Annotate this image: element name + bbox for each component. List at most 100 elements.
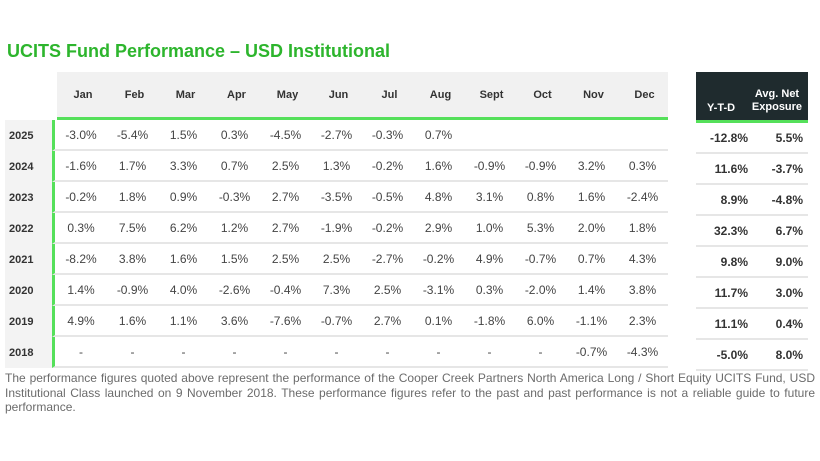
- ytd-value: 32.3%: [713, 223, 748, 238]
- table-row: 2020 1.4% -0.9% 4.0% -2.6% -0.4% 7.3% 2.5% -3.1%…: [5, 275, 668, 306]
- month-value-cell: -0.9%: [524, 158, 557, 173]
- month-value-cell: -0.2%: [371, 220, 404, 235]
- month-value-cell: -: [232, 344, 237, 359]
- month-value-cell: -2.7%: [371, 251, 404, 266]
- month-value-cell: -: [130, 344, 135, 359]
- month-value-cell: 0.9%: [169, 189, 198, 204]
- month-values: -0.2% 1.8% 0.9% -0.3% 2.7% -3.5% -0.5% 4.8% 3.1%…: [52, 182, 668, 213]
- month-value-cell: -2.4%: [626, 189, 659, 204]
- table-row: 2025 -3.0% -5.4% 1.5% 0.3% -4.5% -2.7% -0.3% 0.7…: [5, 120, 668, 151]
- exposure-value: -4.8%: [771, 192, 803, 207]
- month-values: 1.4% -0.9% 4.0% -2.6% -0.4% 7.3% 2.5% -3.1% 0.3%…: [52, 275, 668, 306]
- month-value-cell: 2.5%: [322, 251, 351, 266]
- month-value-cell: -1.6%: [65, 158, 97, 173]
- month-values: - - - - - - - - - - -0.7% -4.3%: [52, 337, 668, 368]
- month-value-cell: 0.7%: [424, 127, 453, 142]
- disclaimer-footnote: The performance figures quoted above rep…: [5, 371, 815, 414]
- ytd-exposure-panel: Y-T-D Avg. Net Exposure -12.8% 5.5% 11.6% -…: [696, 72, 808, 371]
- month-value-cell: -: [79, 344, 83, 359]
- ytd-value: 11.7%: [714, 285, 748, 300]
- year-label: 2025: [5, 120, 52, 151]
- year-label: 2021: [5, 244, 52, 275]
- month-value-cell: -4.3%: [626, 344, 659, 359]
- month-header: Jul: [381, 88, 398, 101]
- ytd-row: 32.3% 6.7%: [696, 216, 808, 247]
- year-label: 2020: [5, 275, 52, 306]
- month-values: -3.0% -5.4% 1.5% 0.3% -4.5% -2.7% -0.3% 0.7%: [52, 120, 668, 151]
- month-value-cell: -0.3%: [218, 189, 251, 204]
- exposure-value: 3.0%: [775, 285, 803, 300]
- month-value-cell: 4.9%: [475, 251, 504, 266]
- table-row: 2022 0.3% 7.5% 6.2% 1.2% 2.7% -1.9% -0.2% 2.9% 1.…: [5, 213, 668, 244]
- month-value-cell: -2.6%: [218, 282, 251, 297]
- month-values: -1.6% 1.7% 3.3% 0.7% 2.5% 1.3% -0.2% 1.6% -0.9% -…: [52, 151, 668, 182]
- month-value-cell: -: [334, 344, 339, 359]
- month-value-cell: -2.7%: [320, 127, 353, 142]
- month-header: Apr: [227, 88, 246, 101]
- exposure-header-line2: Exposure: [751, 101, 803, 113]
- month-value-cell: 1.8%: [118, 189, 147, 204]
- exposure-value: 9.0%: [775, 254, 803, 269]
- month-header: May: [276, 88, 299, 101]
- month-header: Nov: [583, 88, 604, 101]
- month-value-cell: 0.3%: [220, 127, 249, 142]
- month-value-cell: -1.9%: [320, 220, 353, 235]
- month-value-cell: 1.6%: [169, 251, 198, 266]
- ytd-value: 11.6%: [714, 161, 748, 176]
- month-header: Oct: [533, 88, 552, 101]
- month-header: Feb: [124, 88, 145, 101]
- month-value-cell: 1.0%: [475, 220, 504, 235]
- month-value-cell: 0.3%: [475, 282, 504, 297]
- month-value-cell: 2.7%: [271, 189, 300, 204]
- month-value-cell: -0.7%: [320, 313, 353, 328]
- month-value-cell: -3.5%: [320, 189, 353, 204]
- month-value-cell: 1.1%: [169, 313, 198, 328]
- month-value-cell: 0.7%: [220, 158, 249, 173]
- month-value-cell: -5.4%: [116, 127, 149, 142]
- month-value-cell: 0.3%: [628, 158, 657, 173]
- month-value-cell: -2.0%: [524, 282, 557, 297]
- month-header: Mar: [175, 88, 196, 101]
- month-value-cell: -4.5%: [269, 127, 302, 142]
- ytd-row: 11.7% 3.0%: [696, 278, 808, 309]
- month-value-cell: -: [538, 344, 543, 359]
- month-value-cell: 4.3%: [628, 251, 657, 266]
- month-value-cell: 5.3%: [526, 220, 555, 235]
- table-row: 2018 - - - - - - - - - - -0.7% -4.3%: [5, 337, 668, 368]
- ytd-row: 11.1% 0.4%: [696, 309, 808, 340]
- month-value-cell: -1.8%: [473, 313, 506, 328]
- month-value-cell: 4.9%: [67, 313, 95, 328]
- month-value-cell: 1.5%: [220, 251, 249, 266]
- month-value-cell: 4.8%: [424, 189, 453, 204]
- month-value-cell: 1.5%: [169, 127, 198, 142]
- month-values: 0.3% 7.5% 6.2% 1.2% 2.7% -1.9% -0.2% 2.9% 1.0% 5.…: [52, 213, 668, 244]
- ytd-body: -12.8% 5.5% 11.6% -3.7% 8.9% -4.8% 32.3% 6.7% 9.…: [696, 123, 808, 371]
- month-value-cell: 2.7%: [271, 220, 300, 235]
- year-label: 2024: [5, 151, 52, 182]
- month-value-cell: 1.6%: [577, 189, 606, 204]
- month-value-cell: 1.7%: [118, 158, 147, 173]
- month-value-cell: -0.9%: [116, 282, 149, 297]
- month-value-cell: -: [436, 344, 441, 359]
- ytd-row: 11.6% -3.7%: [696, 154, 808, 185]
- month-value-cell: 2.5%: [271, 158, 300, 173]
- month-values: 4.9% 1.6% 1.1% 3.6% -7.6% -0.7% 2.7% 0.1% -1.8% 6…: [52, 306, 668, 337]
- table-row: 2023 -0.2% 1.8% 0.9% -0.3% 2.7% -3.5% -0.5% 4.8%…: [5, 182, 668, 213]
- exposure-value: 6.7%: [775, 223, 803, 238]
- month-value-cell: 1.6%: [424, 158, 453, 173]
- month-header: Sept: [479, 88, 504, 101]
- year-label: 2022: [5, 213, 52, 244]
- month-value-cell: 1.4%: [67, 282, 95, 297]
- year-label: 2019: [5, 306, 52, 337]
- month-value-cell: -0.2%: [422, 251, 455, 266]
- month-value-cell: -0.3%: [371, 127, 404, 142]
- exposure-value: 8.0%: [775, 347, 803, 362]
- ytd-value: -12.8%: [709, 130, 748, 145]
- month-value-cell: 0.7%: [577, 251, 606, 266]
- month-value-cell: -: [385, 344, 390, 359]
- monthly-performance-table: Jan Feb Mar Apr May Jun Jul Aug Sept Oct…: [5, 72, 668, 368]
- ytd-value: -5.0%: [716, 347, 748, 362]
- ytd-header: Y-T-D: [706, 102, 736, 114]
- month-value-cell: 2.9%: [424, 220, 453, 235]
- month-value-cell: -0.4%: [269, 282, 302, 297]
